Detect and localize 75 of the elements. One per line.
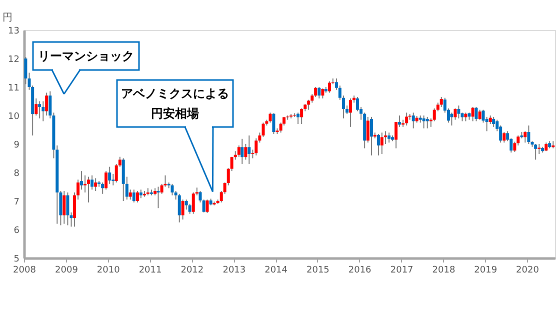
candlestick — [388, 132, 391, 144]
candlestick — [156, 186, 160, 209]
candlestick — [262, 122, 265, 138]
y-tick-label: 5 — [14, 254, 20, 264]
candlestick — [170, 183, 174, 196]
y-tick-label: 13 — [8, 26, 20, 36]
candlestick — [62, 190, 66, 224]
candlestick — [474, 106, 478, 122]
candlestick — [405, 112, 408, 126]
y-tick-label: 10 — [8, 112, 20, 122]
x-tick-label: 2009 — [55, 266, 78, 276]
x-tick-label: 2019 — [474, 266, 498, 276]
y-tick-label: 8 — [14, 169, 20, 179]
candlestick — [184, 199, 188, 210]
x-tick-label: 2018 — [432, 266, 456, 276]
candlestick — [101, 182, 104, 194]
x-tick-label: 2017 — [390, 266, 414, 276]
candlestick — [502, 132, 506, 144]
candlestick — [478, 109, 482, 120]
candlestick — [398, 115, 401, 128]
candlestick — [104, 170, 108, 190]
candlestick — [248, 134, 251, 164]
candlestick — [237, 144, 240, 158]
candlestick — [42, 100, 45, 122]
x-tick-label: 2010 — [96, 266, 120, 276]
y-tick-label: 11 — [8, 84, 20, 94]
candlestick — [178, 193, 181, 223]
annotation: アベノミクスによる円安相場 — [121, 86, 229, 120]
candlestick — [370, 116, 373, 156]
candlestick — [457, 105, 460, 119]
x-tick-label: 2015 — [306, 266, 330, 276]
candlestick — [34, 98, 38, 116]
candlestick — [128, 189, 132, 200]
x-tick-label: 2013 — [222, 266, 246, 276]
x-tick-label: 2011 — [138, 266, 162, 276]
candlestick — [527, 124, 530, 144]
candlestick — [524, 130, 527, 144]
candlestick — [272, 112, 276, 135]
candlestick — [380, 132, 384, 154]
y-axis-title: 円 — [2, 12, 12, 24]
candlestick — [471, 106, 474, 122]
candlestick — [206, 199, 209, 214]
candlestick — [94, 178, 98, 192]
candlestick — [132, 189, 136, 203]
y-tick-label: 6 — [14, 226, 20, 236]
annotation: リーマンショック — [38, 49, 134, 63]
x-tick-label: 2020 — [516, 266, 540, 276]
candlestick — [108, 166, 112, 184]
candlestick — [38, 100, 42, 119]
candlestick — [376, 134, 380, 156]
candlestick — [412, 112, 415, 129]
y-tick-label: 12 — [8, 55, 20, 65]
y-tick-label: 9 — [14, 140, 20, 150]
candlestick — [348, 98, 352, 128]
candlestick — [328, 80, 331, 94]
candlestick — [534, 144, 538, 160]
x-tick-label: 2012 — [180, 266, 204, 276]
candlestick — [136, 190, 139, 203]
x-tick-label: 2014 — [264, 266, 288, 276]
x-tick-label: 2016 — [348, 266, 372, 276]
y-tick-label: 7 — [14, 198, 20, 208]
candlestick — [454, 108, 457, 120]
candlestick — [181, 199, 184, 220]
candlestick — [66, 192, 70, 226]
candlestick — [321, 88, 324, 99]
candlestick — [300, 108, 304, 125]
candlestick — [192, 192, 195, 214]
candlestick — [188, 203, 192, 214]
candlestick — [318, 86, 321, 99]
candlestick — [268, 112, 272, 124]
candlestick — [538, 144, 541, 154]
candlestick — [86, 176, 90, 203]
candlestick — [492, 116, 496, 128]
x-tick-label: 2008 — [13, 266, 36, 276]
candlestick — [240, 138, 244, 164]
